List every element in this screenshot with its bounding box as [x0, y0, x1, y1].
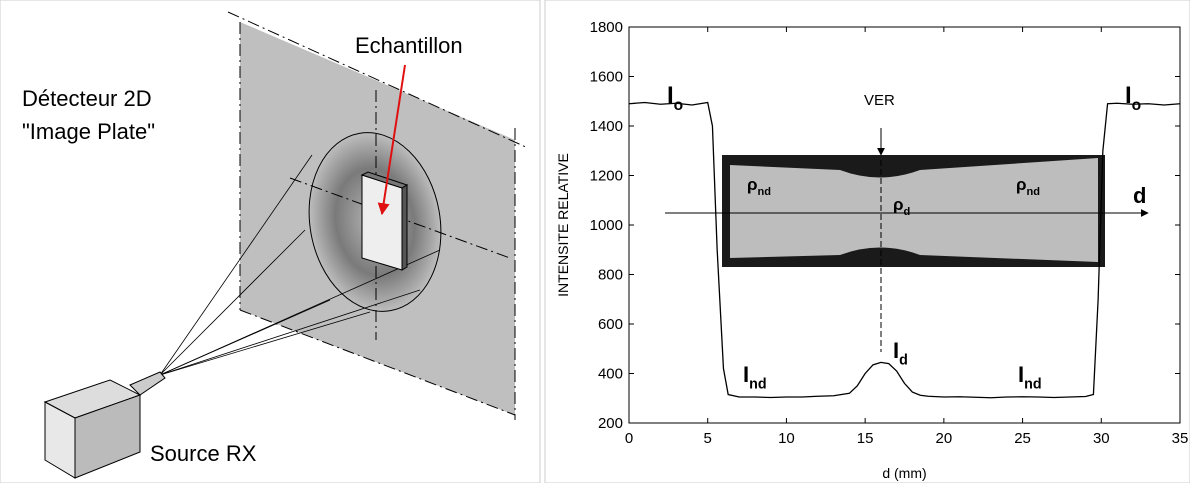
annotation-text: d: [1133, 183, 1146, 208]
x-tick-label: 5: [704, 430, 712, 447]
annotation: ρd: [893, 195, 911, 218]
y-tick-label: 200: [598, 415, 623, 432]
y-tick-label: 1200: [590, 168, 623, 185]
detector-label: "Image Plate": [22, 119, 155, 144]
annotation: Id: [893, 338, 908, 369]
x-tick-label: 30: [1093, 430, 1110, 447]
annotation-sub: o: [674, 97, 684, 114]
inset-sample: [730, 158, 1098, 262]
source-label: Source RX: [150, 441, 257, 466]
y-tick-label: 1600: [590, 69, 623, 86]
y-tick-label: 800: [598, 267, 623, 284]
annotation: ρnd: [747, 175, 771, 198]
sample: [361, 174, 403, 271]
annotation-text: ρ: [1016, 175, 1027, 194]
annotation-text: I: [1125, 82, 1132, 109]
annotation-sub: nd: [1024, 377, 1041, 393]
detector-label: Détecteur 2D: [22, 86, 152, 111]
annotation-text: I: [893, 338, 899, 363]
x-tick-label: 35: [1172, 430, 1189, 447]
source-nozzle: [129, 371, 166, 396]
y-tick-label: 1800: [590, 19, 623, 36]
annotation: Ind: [1018, 362, 1042, 393]
data-line: [628, 101, 1181, 399]
annotation-text: I: [667, 82, 674, 109]
annotation: ρnd: [1016, 175, 1040, 198]
axis-line: [239, 309, 516, 416]
annotation: d: [1133, 183, 1146, 208]
annotation-sub: d: [904, 206, 911, 218]
sample-edge: [401, 184, 408, 271]
annotation-sub: nd: [749, 377, 766, 393]
annotation-text: ρ: [747, 175, 758, 194]
x-tick-label: 0: [625, 430, 633, 447]
plot-frame: [628, 26, 1181, 424]
annotation-text: ρ: [893, 195, 904, 214]
x-tick-label: 25: [1014, 430, 1031, 447]
y-tick-label: 600: [598, 316, 623, 333]
y-axis-label: INTENSITE RELATIVE: [555, 153, 571, 297]
annotation-sub: nd: [1027, 186, 1041, 198]
annotation: Ind: [743, 362, 767, 393]
x-axis-label: d (mm): [882, 465, 926, 481]
x-tick-label: 20: [936, 430, 953, 447]
x-tick-label: 10: [778, 430, 795, 447]
y-tick-label: 1400: [590, 118, 623, 135]
annotation-text: I: [1018, 362, 1024, 387]
diagram: Détecteur 2D "Image Plate" Echantillon S…: [0, 0, 541, 484]
sample-label: Echantillon: [355, 33, 463, 58]
sample-arrow: [377, 64, 406, 216]
annotation-sub: o: [1132, 97, 1142, 114]
annotation-sub: nd: [758, 186, 772, 198]
annotation-sub: d: [899, 353, 908, 369]
annotation: Io: [1125, 82, 1141, 114]
annotation-text: I: [743, 362, 749, 387]
annotation: Io: [667, 82, 683, 114]
axis-line: [227, 11, 529, 149]
x-tick-label: 15: [857, 430, 874, 447]
chart: 200 400 600 800 1000 1200 1400 1600 1800 0 5 10 15 20…: [555, 19, 1188, 481]
annotation-text: VER: [864, 92, 895, 109]
cone-lines: [159, 154, 441, 376]
y-tick-label: 1000: [590, 217, 623, 234]
annotation: VER: [864, 92, 895, 109]
source-box-front: [44, 401, 76, 479]
y-tick-label: 400: [598, 366, 623, 383]
